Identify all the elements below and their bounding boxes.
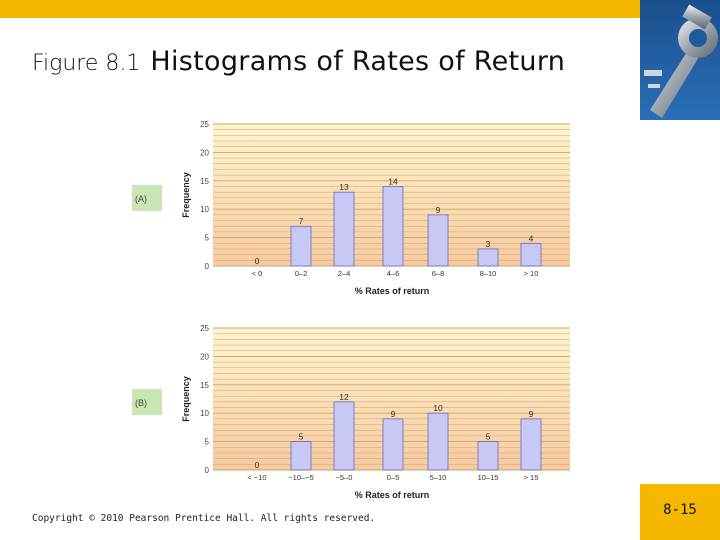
y-tick-label: 5	[205, 438, 210, 447]
histogram-bar	[333, 191, 355, 267]
bar-data-label: 13	[339, 182, 349, 192]
histogram-bar	[520, 242, 542, 267]
bar-data-label: 9	[529, 409, 534, 419]
bar-data-label: 7	[299, 216, 304, 226]
y-tick-label: 10	[200, 205, 209, 214]
histogram-bar	[477, 441, 499, 471]
x-tick-label: 0–5	[387, 473, 400, 482]
panel-tag	[132, 389, 162, 415]
bar-data-label: 5	[486, 432, 491, 442]
histogram-b: 0 5 10 15 20 25 0 5 12 9 10 5 9 < −10 −10–−5 −5–0 0–5 5…	[132, 324, 570, 500]
y-tick-label: 20	[200, 148, 209, 157]
bar-data-label: 9	[436, 205, 441, 215]
x-tick-label: 4–6	[387, 269, 400, 278]
histogram-bar	[382, 186, 404, 267]
histogram-bar	[477, 248, 499, 267]
y-tick-label: 25	[200, 120, 209, 129]
y-tick-label: 5	[205, 234, 210, 243]
histogram-bar	[333, 401, 355, 471]
bar-data-label: 9	[391, 409, 396, 419]
panel-tag	[132, 185, 162, 211]
wrench-image	[640, 0, 720, 120]
bar-data-label: 0	[255, 460, 260, 470]
copyright-text: Copyright © 2010 Pearson Prentice Hall. …	[32, 513, 376, 524]
x-tick-label: −5–0	[336, 473, 353, 482]
panel-label: (B)	[135, 398, 147, 408]
x-tick-label: < −10	[247, 473, 266, 482]
bar-data-label: 12	[339, 392, 349, 402]
y-tick-label: 10	[200, 409, 209, 418]
histogram-bar	[520, 418, 542, 471]
x-tick-label: > 10	[524, 269, 539, 278]
bar-data-label: 3	[486, 239, 491, 249]
x-tick-label: 5–10	[430, 473, 447, 482]
bar-data-label: 4	[529, 233, 534, 243]
x-tick-label: −10–−5	[288, 473, 313, 482]
x-tick-label: 0–2	[295, 269, 308, 278]
page-number: 8-15	[663, 502, 697, 518]
histogram-bar	[382, 418, 404, 471]
top-accent-bar	[0, 0, 640, 18]
histogram-bar	[427, 412, 449, 471]
histogram-bar	[427, 214, 449, 267]
x-tick-label: 8–10	[480, 269, 497, 278]
histogram-a: 0 5 10 15 20 25 0 7 13 14 9 3 4 < 0 0–2 2–4 4–6 6–8 8–10…	[132, 120, 570, 296]
x-tick-label: 2–4	[338, 269, 351, 278]
x-tick-label: > 15	[524, 473, 539, 482]
figure-title: Histograms of Rates of Return	[150, 46, 566, 77]
y-axis-label: Frequency	[181, 172, 191, 218]
y-tick-label: 15	[200, 381, 209, 390]
panel-label: (A)	[135, 194, 147, 204]
figure-label: Figure 8.1	[32, 51, 141, 76]
x-tick-label: 10–15	[478, 473, 499, 482]
y-tick-label: 15	[200, 177, 209, 186]
bar-data-label: 5	[299, 432, 304, 442]
y-axis-label: Frequency	[181, 376, 191, 422]
y-tick-label: 0	[205, 262, 210, 271]
slide-title: Figure 8.1 Histograms of Rates of Return	[32, 46, 565, 77]
x-tick-label: 6–8	[432, 269, 445, 278]
x-axis-label: % Rates of return	[355, 286, 430, 296]
bar-data-label: 0	[255, 256, 260, 266]
histogram-bar	[290, 441, 312, 471]
page-badge: 8-15	[640, 484, 720, 540]
y-tick-label: 0	[205, 466, 210, 475]
histogram-bar	[290, 225, 312, 267]
x-axis-label: % Rates of return	[355, 490, 430, 500]
bar-data-label: 10	[433, 403, 443, 413]
y-tick-label: 20	[200, 352, 209, 361]
bar-data-label: 14	[388, 176, 398, 186]
y-tick-label: 25	[200, 324, 209, 333]
x-tick-label: < 0	[252, 269, 263, 278]
